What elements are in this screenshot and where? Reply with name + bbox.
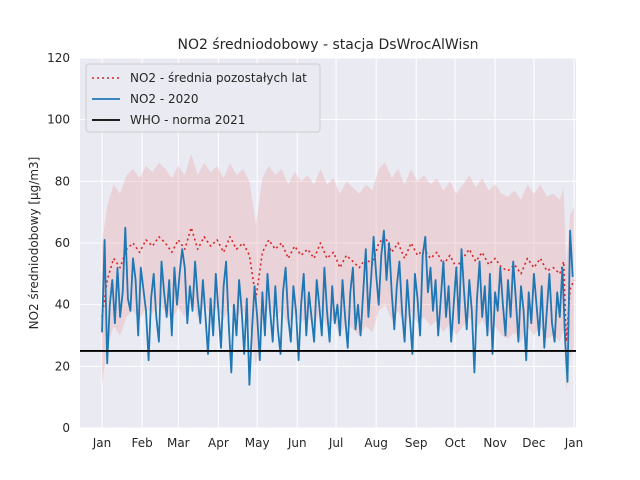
x-tick-label: Aug (364, 436, 387, 450)
x-tick-label: May (245, 436, 270, 450)
legend-box (85, 63, 321, 133)
series-line-2020 (101, 226, 574, 386)
x-tick-label: Nov (483, 436, 506, 450)
chart-title: NO2 średniodobowy - stacja DsWrocAlWisn (177, 37, 478, 53)
legend-label: NO2 - średnia pozostałych lat (130, 71, 307, 85)
x-tick-label: Jan (92, 436, 112, 450)
y-tick-label: 20 (55, 359, 70, 373)
x-tick-label: Jan (564, 436, 584, 450)
legend: NO2 - średnia pozostałych lat NO2 - 2020 W… (85, 63, 321, 133)
x-tick-label: Jun (287, 436, 307, 450)
legend-label: WHO - norma 2021 (130, 113, 245, 127)
y-tick-label: 120 (47, 51, 70, 65)
y-tick-label: 100 (47, 113, 70, 127)
y-tick-label: 80 (55, 174, 70, 188)
x-tick-label: Jul (328, 436, 343, 450)
x-tick-label: Sep (405, 436, 428, 450)
x-tick-label: Feb (131, 436, 152, 450)
x-tick-label: Mar (167, 436, 190, 450)
y-axis-title: NO2 średniodobowy [μg/m3] (27, 157, 41, 330)
y-tick-label: 40 (55, 298, 70, 312)
y-tick-label: 0 (62, 421, 70, 435)
x-tick-label: Oct (445, 436, 466, 450)
other-years-band (102, 153, 574, 391)
series-line-average (101, 226, 575, 343)
y-tick-label: 60 (55, 236, 70, 250)
legend-label: NO2 - 2020 (130, 92, 199, 106)
x-tick-label: Dec (522, 436, 545, 450)
x-tick-label: Apr (208, 436, 229, 450)
